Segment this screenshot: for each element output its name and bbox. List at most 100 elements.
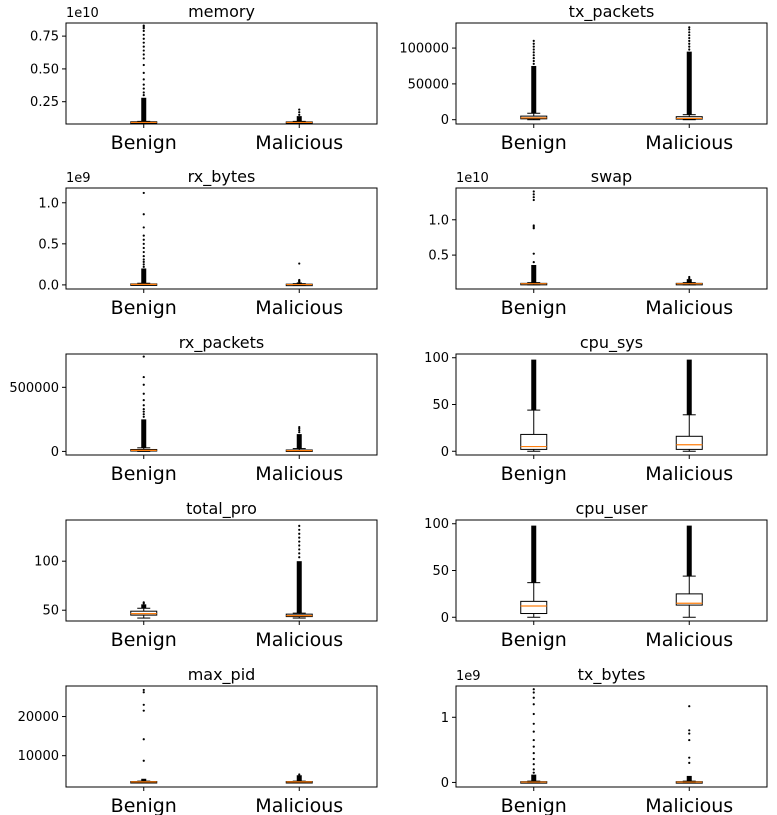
y-tick-label: 50 [42, 604, 59, 619]
outlier-point [142, 691, 145, 694]
outlier-point [688, 45, 691, 48]
y-tick-label: 100000 [399, 42, 449, 57]
outlier-point [532, 42, 535, 45]
outlier-point [532, 59, 535, 63]
outlier-point [142, 29, 145, 32]
outlier-point [532, 54, 535, 57]
outlier-point [142, 250, 145, 254]
outlier-point [532, 196, 535, 199]
x-tick-label: Malicious [645, 629, 733, 651]
outlier-band [531, 774, 537, 782]
x-tick-label: Malicious [255, 132, 343, 154]
x-tick-label: Malicious [645, 795, 733, 815]
outlier-point [142, 738, 145, 741]
y-tick-label: 20000 [18, 710, 59, 725]
outlier-point [142, 238, 145, 241]
outlier-band [141, 419, 147, 448]
outlier-point [142, 688, 145, 692]
outlier-point [688, 738, 691, 742]
outlier-point [688, 31, 691, 34]
outlier-point [688, 26, 691, 29]
subplot-total_pro: total_pro 50 100 Benign Malicious [34, 499, 378, 651]
x-tick-label: Benign [501, 629, 567, 651]
outlier-point [142, 408, 145, 411]
offset-label: 1e10 [66, 6, 99, 21]
x-tick-label: Malicious [645, 132, 733, 154]
axes-frame [65, 519, 378, 622]
outlier-band [531, 264, 537, 283]
outlier-point [532, 62, 535, 65]
outlier-point [532, 252, 535, 255]
x-tick-label: Benign [501, 297, 567, 319]
outlier-point [142, 24, 145, 27]
outlier-band [686, 359, 692, 415]
x-tick-label: Benign [111, 463, 177, 485]
x-tick-label: Benign [111, 629, 177, 651]
subplot-title: total_pro [186, 499, 257, 519]
outlier-point [688, 729, 691, 732]
y-tick-label: 0.5 [38, 237, 59, 252]
subplot-tx_packets: tx_packets 0 50000 100000 Benign Malicious [399, 2, 768, 154]
y-tick-label: 0 [441, 611, 449, 626]
outlier-point [688, 275, 691, 279]
outlier-point [142, 45, 145, 48]
outlier-point [142, 375, 145, 379]
offset-label: 1e9 [66, 171, 91, 186]
axes-frame [65, 22, 378, 125]
outlier-point [142, 410, 145, 413]
outlier-point [298, 528, 301, 531]
box [675, 593, 703, 606]
axes-frame [455, 353, 768, 456]
x-tick-label: Malicious [255, 795, 343, 815]
outlier-point [532, 703, 535, 706]
outlier-point [142, 37, 145, 40]
y-tick-label: 1.0 [38, 196, 59, 211]
outlier-point [298, 425, 301, 429]
outlier-point [532, 722, 535, 725]
subplot-title: cpu_user [576, 499, 648, 519]
subplot-cpu_user: cpu_user 0 50 100 Benign Malicious [424, 499, 768, 651]
outlier-point [688, 34, 691, 37]
y-tick-label: 0 [51, 445, 59, 460]
outlier-point [142, 260, 145, 264]
offset-label: 1e9 [456, 669, 481, 684]
y-tick-label: 0 [441, 113, 449, 128]
subplot-max_pid: max_pid 10000 20000 Benign Malicious [18, 665, 378, 815]
outlier-band [141, 97, 147, 122]
outlier-band [141, 604, 147, 609]
outlier-point [532, 190, 535, 193]
x-tick-label: Malicious [645, 297, 733, 319]
outlier-point [142, 703, 145, 706]
subplot-swap: swap 1e10 0.5 1.0 Benign Malicious [428, 167, 768, 319]
outlier-band [531, 359, 537, 411]
outlier-point [688, 28, 691, 31]
offset-label: 1e10 [456, 171, 489, 186]
y-tick-label: 100 [424, 517, 449, 532]
subplot-title: cpu_sys [580, 333, 643, 353]
outlier-point [298, 262, 301, 265]
outlier-point [142, 413, 145, 416]
outlier-point [298, 773, 301, 776]
outlier-point [298, 108, 301, 111]
outlier-point [298, 429, 301, 432]
axes-frame [65, 353, 378, 456]
outlier-point [142, 392, 145, 395]
outlier-point [532, 712, 535, 716]
outlier-point [688, 705, 691, 708]
outlier-band [686, 51, 692, 115]
outlier-point [142, 601, 145, 604]
outlier-point [298, 278, 301, 282]
x-tick-label: Benign [111, 132, 177, 154]
box [675, 435, 703, 450]
outlier-point [688, 36, 691, 40]
outlier-point [298, 556, 301, 559]
axes-frame [455, 22, 768, 125]
outlier-point [298, 524, 301, 527]
outlier-point [142, 759, 145, 762]
subplot-memory: memory 1e10 0.25 0.50 0.75 Benign Malicious [30, 2, 378, 154]
outlier-band [686, 279, 692, 283]
outlier-point [142, 255, 145, 258]
outlier-point [142, 404, 145, 407]
axes-frame [455, 187, 768, 290]
